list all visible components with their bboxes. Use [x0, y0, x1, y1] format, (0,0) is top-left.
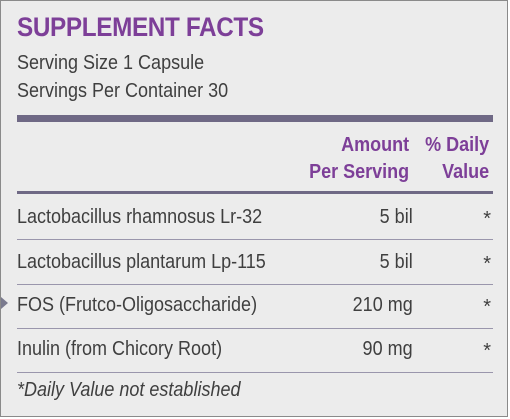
serving-size: Serving Size 1 Capsule: [17, 52, 205, 74]
ingredient-amount: 5 bil: [379, 251, 413, 273]
table-row: FOS (Frutco-Oligosaccharide) 210 mg *: [17, 282, 493, 324]
table-row: Lactobacillus plantarum Lp-115 5 bil *: [17, 239, 493, 281]
ingredient-daily-value: *: [483, 340, 491, 362]
ingredient-amount: 90 mg: [362, 338, 413, 360]
table-row: Lactobacillus rhamnosus Lr-32 5 bil *: [17, 194, 493, 236]
daily-value-column-header: % Daily Value: [425, 132, 489, 186]
table-row: Inulin (from Chicory Root) 90 mg *: [17, 326, 493, 368]
header-divider: [17, 191, 493, 194]
ingredient-daily-value: *: [483, 253, 491, 275]
amount-header-line1: Amount: [341, 134, 409, 156]
ingredient-name: Lactobacillus plantarum Lp-115: [17, 251, 266, 273]
amount-column-header: Amount Per Serving: [309, 132, 409, 186]
panel-title: SUPPLEMENT FACTS: [17, 12, 264, 42]
row-divider: [17, 284, 493, 285]
ingredient-name: Inulin (from Chicory Root): [17, 338, 223, 360]
pointer-arrow-icon: [1, 297, 8, 309]
row-divider: [17, 239, 493, 240]
amount-header-line2: Per Serving: [308, 161, 409, 183]
dv-header-line2: Value: [441, 161, 489, 183]
footnote: *Daily Value not established: [17, 379, 241, 401]
dv-header-line1: % Daily: [424, 134, 489, 156]
row-divider: [17, 372, 493, 373]
servings-per-container: Servings Per Container 30: [17, 80, 229, 102]
ingredient-name: Lactobacillus rhamnosus Lr-32: [17, 206, 263, 228]
ingredient-daily-value: *: [483, 208, 491, 230]
ingredient-amount: 210 mg: [352, 294, 413, 316]
thick-divider: [17, 115, 493, 122]
ingredient-daily-value: *: [483, 296, 491, 318]
row-divider: [17, 328, 493, 329]
ingredient-name: FOS (Frutco-Oligosaccharide): [17, 294, 258, 316]
ingredient-amount: 5 bil: [379, 206, 413, 228]
